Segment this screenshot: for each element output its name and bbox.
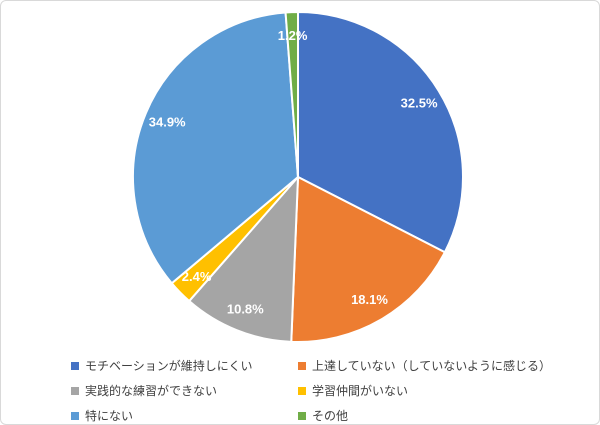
- legend-item-2[interactable]: 実践的な練習ができない: [71, 382, 298, 399]
- legend-marker-icon: [298, 386, 306, 395]
- pie-slice-2[interactable]: [188, 176, 299, 343]
- legend-item-label: その他: [312, 409, 349, 423]
- percent-label-2: 10.8%: [227, 301, 264, 316]
- legend-item-label: 上達していない（していないように感じる）: [312, 359, 552, 373]
- chart-legend: モチベーションが維持しにくい 上達していない（していないように感じる） 実践的な練習…: [71, 353, 571, 424]
- percent-label-4: 34.9%: [149, 115, 186, 130]
- legend-item-4[interactable]: 特にない: [71, 407, 298, 424]
- legend-item-1[interactable]: 上達していない（していないように感じる）: [298, 357, 571, 374]
- legend-item-label: 特にない: [85, 409, 134, 423]
- legend-item-label: モチベーションが維持しにくい: [85, 359, 253, 373]
- legend-item-5[interactable]: その他: [298, 407, 571, 424]
- legend-item-3[interactable]: 学習仲間がいない: [298, 382, 571, 399]
- percent-label-5: 1.2%: [278, 28, 308, 43]
- legend-item-label: 学習仲間がいない: [312, 384, 409, 398]
- percent-label-0: 32.5%: [401, 96, 438, 111]
- pie-slice-4[interactable]: [132, 11, 299, 285]
- legend-marker-icon: [298, 361, 306, 370]
- legend-marker-icon: [298, 411, 306, 420]
- legend-marker-icon: [71, 386, 79, 395]
- legend-item-label: 実践的な練習ができない: [85, 384, 218, 398]
- percent-label-1: 18.1%: [351, 292, 388, 307]
- pie-slice-0[interactable]: [297, 11, 464, 254]
- legend-item-0[interactable]: モチベーションが維持しにくい: [71, 357, 298, 374]
- legend-marker-icon: [71, 411, 79, 420]
- pie-slice-5[interactable]: [284, 11, 299, 178]
- legend-marker-icon: [71, 361, 79, 370]
- percent-label-3: 2.4%: [182, 269, 212, 284]
- pie-chart: 32.5% 18.1% 10.8% 2.4% 34.9% 1.2%: [132, 11, 464, 343]
- pie-slice-1[interactable]: [290, 176, 446, 343]
